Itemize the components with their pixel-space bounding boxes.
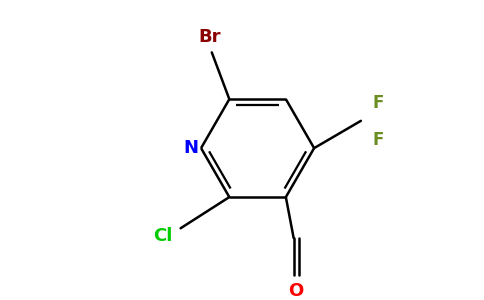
Text: Cl: Cl [153, 227, 173, 245]
Text: F: F [373, 94, 384, 112]
Text: F: F [373, 131, 384, 149]
Text: Br: Br [198, 28, 221, 46]
Text: N: N [184, 139, 199, 157]
Text: O: O [288, 282, 303, 300]
